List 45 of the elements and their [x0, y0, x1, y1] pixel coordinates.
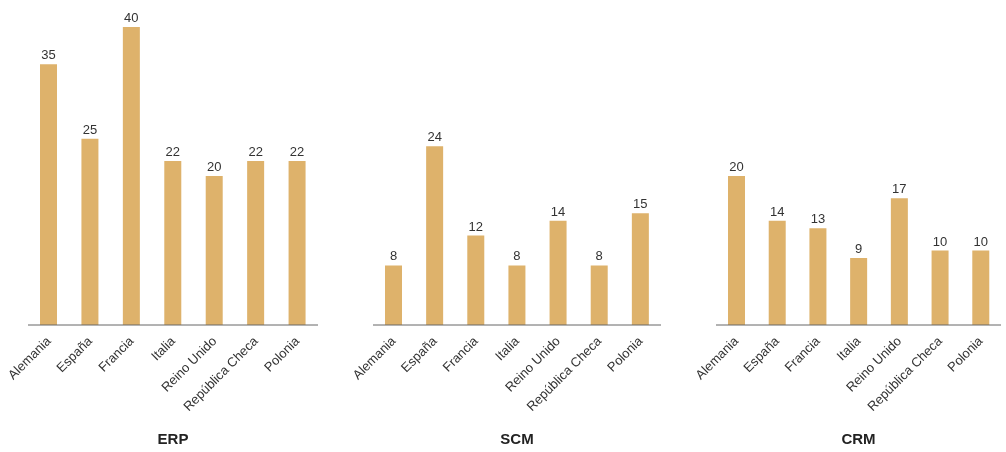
bar: [631, 213, 649, 325]
bar: [850, 257, 868, 325]
bar: [164, 161, 182, 325]
bar: [768, 220, 786, 325]
bar: [81, 138, 99, 325]
bar: [385, 265, 402, 325]
x-axis-title: SCM: [500, 430, 534, 447]
data-label: 14: [769, 203, 785, 219]
data-label: 20: [206, 159, 222, 174]
bar: [728, 176, 745, 325]
bar: [508, 265, 526, 325]
bar: [288, 161, 306, 325]
data-label: 9: [855, 240, 863, 256]
bar: [467, 235, 485, 325]
data-label: 13: [810, 211, 826, 227]
x-axis-title: CRM: [841, 430, 876, 447]
bar: [972, 250, 990, 325]
x-axis-title: ERP: [157, 430, 189, 447]
bar: [40, 64, 57, 325]
data-label: 22: [289, 144, 305, 160]
bar: [809, 228, 827, 325]
data-label: 10: [973, 233, 989, 249]
data-label: 12: [468, 218, 484, 234]
bar: [426, 146, 444, 325]
data-label: 24: [427, 129, 442, 145]
bar: [590, 265, 608, 325]
data-label: 8: [595, 248, 603, 264]
data-label: 17: [892, 181, 907, 197]
data-label: 35: [41, 47, 56, 63]
data-label: 14: [550, 203, 566, 219]
bar: [205, 176, 223, 325]
data-label: 20: [729, 159, 744, 174]
bar: [122, 27, 140, 325]
data-label: 22: [165, 144, 181, 160]
data-label: 8: [389, 248, 398, 264]
data-label: 10: [932, 233, 948, 249]
data-label: 15: [633, 196, 648, 212]
bar: [890, 198, 908, 325]
data-label: 8: [513, 248, 521, 264]
bar: [247, 161, 265, 325]
bar: [931, 250, 949, 325]
data-label: 22: [248, 144, 263, 160]
bar: [549, 220, 567, 325]
data-label: 25: [82, 121, 98, 137]
data-label: 40: [124, 10, 139, 25]
